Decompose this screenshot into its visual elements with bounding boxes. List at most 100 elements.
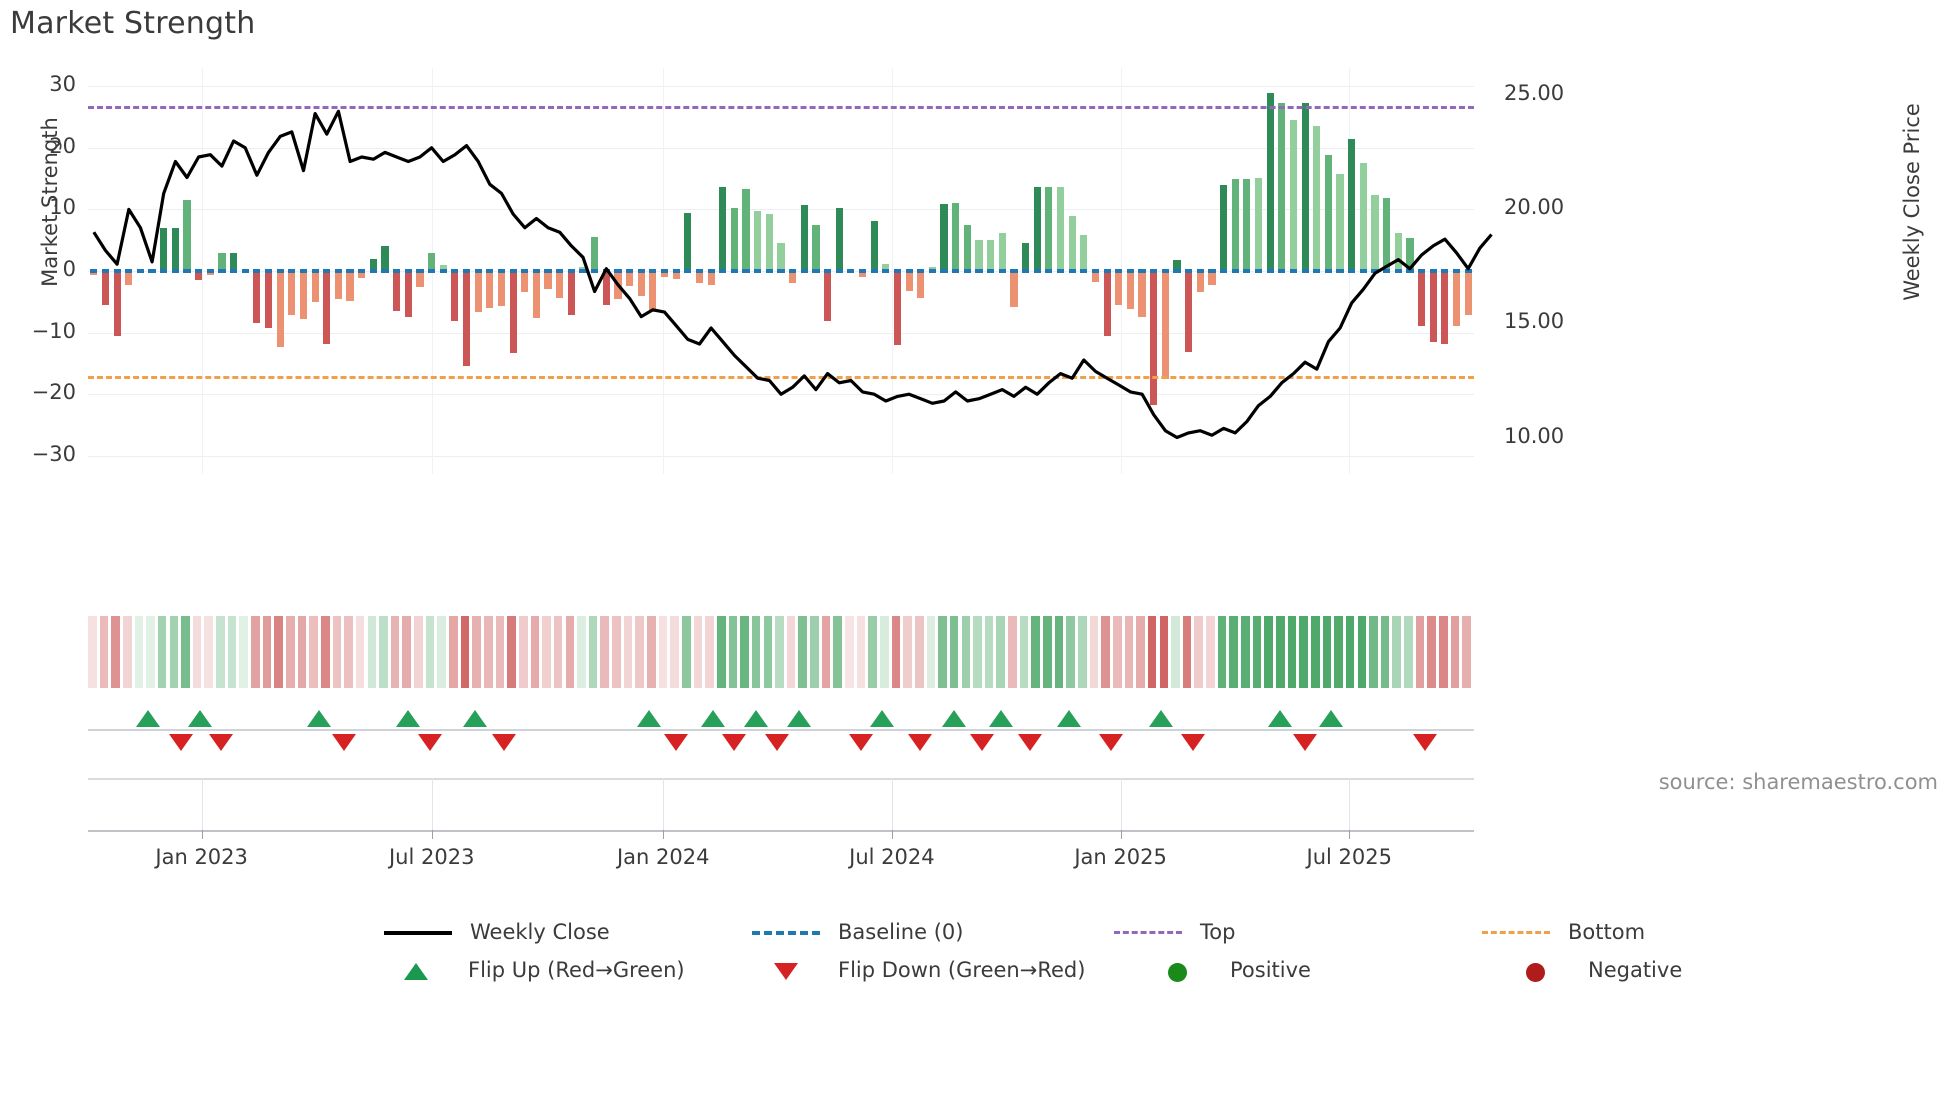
- heatmap-cell: [1159, 616, 1169, 688]
- heatmap-cell: [414, 616, 423, 688]
- heatmap-cell: [670, 616, 679, 688]
- strength-bar: [952, 202, 960, 271]
- y-tick-left: −10: [31, 318, 76, 343]
- heatmap-cell: [1334, 616, 1343, 688]
- baseline-segment: [206, 269, 214, 273]
- triangle-up-icon: [404, 963, 428, 980]
- heatmap-cell: [612, 616, 621, 688]
- legend-item[interactable]: Flip Up (Red→Green): [378, 958, 685, 982]
- heatmap-cell: [111, 616, 120, 688]
- strength-bar: [556, 271, 564, 299]
- strength-bar: [334, 271, 343, 299]
- heatmap-cell: [1043, 616, 1052, 688]
- legend-item[interactable]: Negative: [1498, 958, 1682, 982]
- baseline-segment: [556, 269, 564, 273]
- baseline-segment: [707, 269, 715, 273]
- heatmap-cell: [635, 616, 645, 688]
- legend-item[interactable]: Positive: [1140, 958, 1311, 982]
- legend-item[interactable]: Weekly Close: [380, 920, 610, 944]
- legend-item[interactable]: Flip Down (Green→Red): [748, 958, 1085, 982]
- baseline-segment: [101, 269, 110, 273]
- bottom-rail: [88, 778, 1474, 840]
- baseline-segment: [346, 269, 354, 273]
- baseline-segment: [288, 269, 296, 273]
- heatmap-cell: [716, 616, 726, 688]
- legend-item[interactable]: Top: [1110, 920, 1235, 944]
- gridline: [88, 455, 1474, 457]
- gridline: [88, 332, 1474, 334]
- heatmap-cell: [390, 616, 400, 688]
- y-axis-right-label: Weekly Close Price: [1900, 103, 1924, 301]
- strength-bar: [1394, 233, 1402, 271]
- heatmap-cell: [425, 616, 435, 688]
- strength-bar: [474, 271, 482, 312]
- circle-icon: [1526, 963, 1545, 982]
- baseline-segment: [113, 269, 121, 273]
- strength-bar: [1324, 155, 1333, 271]
- flip-down-marker: [663, 734, 688, 751]
- heatmap-cell: [1252, 616, 1262, 688]
- strength-bar: [754, 210, 762, 271]
- x-tick: Jul 2023: [388, 845, 475, 869]
- y-tick-left: 0: [62, 257, 76, 281]
- heatmap-cell: [542, 616, 551, 688]
- strength-bar: [1452, 271, 1461, 326]
- heatmap-cell: [845, 616, 854, 688]
- baseline-segment: [1045, 269, 1053, 273]
- baseline-segment: [614, 269, 622, 273]
- strength-bar: [1359, 162, 1367, 271]
- flip-down-marker: [332, 734, 357, 751]
- x-tick: Jul 2024: [849, 845, 935, 869]
- baseline-segment: [1138, 269, 1146, 273]
- heatmap-cell: [437, 616, 447, 688]
- baseline-segment: [765, 269, 773, 273]
- chart-legend: Weekly Close Baseline (0) Top Bottom Flip U…: [0, 920, 1960, 996]
- strength-bar: [742, 189, 750, 271]
- baseline-segment: [649, 269, 657, 273]
- baseline-segment: [579, 269, 587, 273]
- legend-item[interactable]: Bottom: [1478, 920, 1645, 944]
- y-tick-right: 10.00: [1504, 423, 1565, 448]
- strength-bar: [1091, 271, 1100, 283]
- baseline-segment: [893, 269, 902, 273]
- flip-down-marker: [1292, 734, 1317, 751]
- baseline-segment: [963, 269, 971, 273]
- strength-bar: [1161, 271, 1169, 380]
- baseline-segment: [917, 269, 925, 273]
- strength-bar: [1056, 187, 1065, 271]
- flip-up-marker: [989, 710, 1014, 727]
- page-title: Market Strength: [10, 6, 256, 41]
- dotted-line-icon: [1110, 921, 1186, 943]
- strength-bar: [288, 271, 296, 315]
- flip-up-marker: [1057, 710, 1082, 727]
- baseline-segment: [637, 269, 645, 273]
- strength-bar: [835, 208, 843, 271]
- strength-bar: [195, 271, 203, 280]
- strength-bar: [171, 227, 179, 271]
- baseline-segment: [160, 269, 168, 273]
- legend-item[interactable]: Baseline (0): [748, 920, 963, 944]
- rail-tick: [201, 830, 203, 839]
- strength-bar: [509, 271, 517, 354]
- strength-bar: [427, 252, 436, 271]
- dotted-line-icon: [1478, 921, 1554, 943]
- baseline-segment: [439, 269, 447, 273]
- heatmap-cell: [903, 616, 912, 688]
- rail-gridline: [431, 778, 433, 834]
- baseline-segment: [754, 269, 762, 273]
- strength-bar: [1115, 271, 1123, 305]
- heatmap-cell: [495, 616, 505, 688]
- strength-bar: [893, 271, 902, 345]
- baseline-segment: [1021, 269, 1030, 273]
- heatmap-cell: [880, 616, 889, 688]
- rail-tick: [431, 830, 433, 839]
- market-strength-plot: [88, 68, 1493, 474]
- heatmap-cell: [600, 616, 610, 688]
- y-tick-right: 15.00: [1504, 309, 1565, 334]
- baseline-segment: [1417, 269, 1426, 273]
- baseline-segment: [940, 269, 948, 273]
- y-tick-right: 25.00: [1504, 81, 1565, 106]
- baseline-segment: [730, 269, 739, 273]
- strength-bar: [160, 227, 168, 271]
- heatmap-cell: [751, 616, 761, 688]
